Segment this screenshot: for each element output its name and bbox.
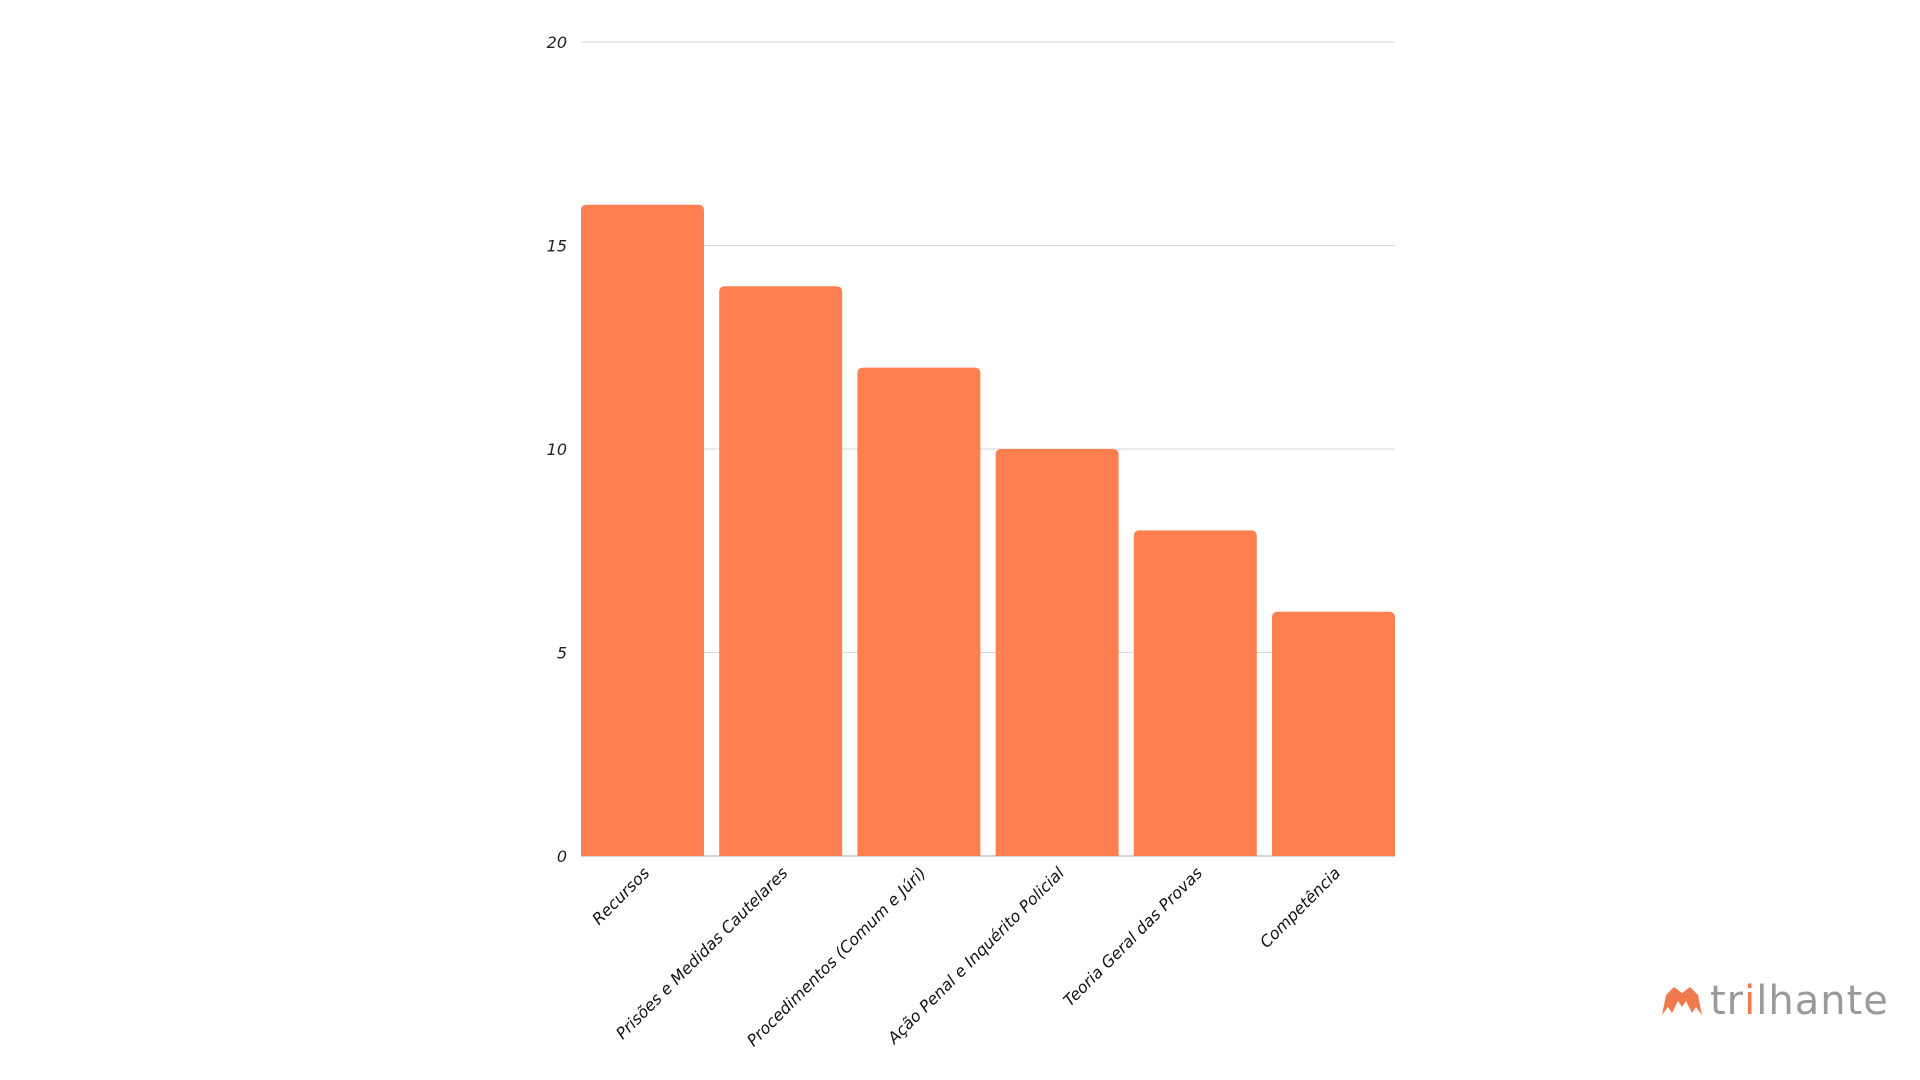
y-tick-label: 10 — [547, 440, 567, 459]
y-tick-label: 20 — [547, 33, 567, 52]
bar — [995, 449, 1119, 856]
bar — [719, 286, 843, 856]
bar — [857, 367, 981, 856]
x-tick-label: Teoria Geral das Provas — [1059, 863, 1206, 1010]
y-tick-label: 5 — [557, 644, 567, 663]
trilhante-logo: trilhante — [1662, 976, 1889, 1026]
bar — [1133, 530, 1257, 856]
logo-text: trilhante — [1710, 978, 1889, 1024]
bar — [581, 204, 704, 857]
y-tick-label: 0 — [557, 847, 567, 866]
mountain-icon — [1662, 987, 1702, 1015]
x-tick-label: Competência — [1256, 863, 1344, 951]
y-tick-label: 15 — [547, 237, 567, 256]
x-tick-label: Recursos — [588, 863, 653, 928]
bar — [1272, 611, 1395, 856]
